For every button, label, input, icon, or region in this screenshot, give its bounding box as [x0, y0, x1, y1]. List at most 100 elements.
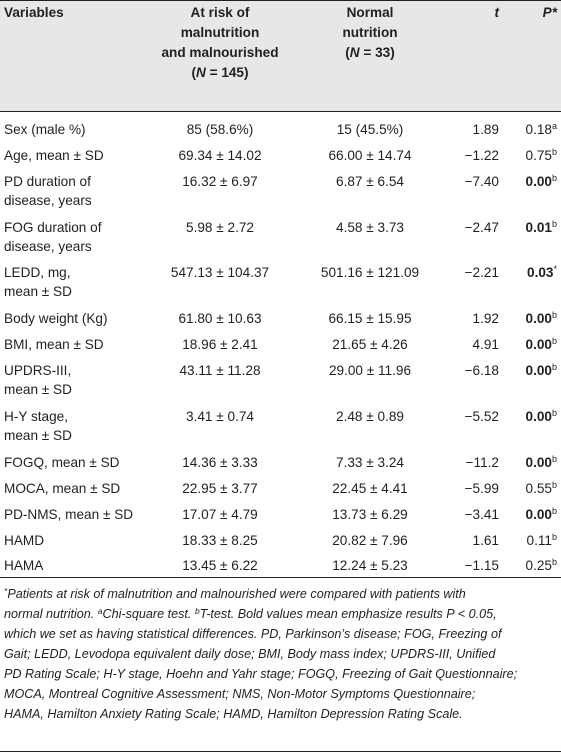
cell-risk-value: 5.98 ± 2.72 — [186, 220, 254, 235]
cell-t-value: −2.21 — [464, 265, 499, 280]
footnote-line: Gait; LEDD, Levodopa equivalent daily do… — [4, 647, 496, 661]
cell-risk-value: 14.36 ± 3.33 — [182, 455, 258, 470]
footnote-line: HAMA, Hamilton Anxiety Rating Scale; HAM… — [4, 707, 463, 721]
cell-t-value: −5.99 — [464, 481, 499, 496]
cell-normal-value: 22.45 ± 4.41 — [332, 481, 408, 496]
cell-t-value: −1.22 — [464, 148, 499, 163]
cell-t-value: 1.61 — [472, 533, 499, 548]
cell-p-value: 0.00b — [504, 453, 557, 472]
p-value-footnote-mark: * — [553, 264, 557, 274]
cell-risk-value: 61.80 ± 10.63 — [178, 311, 262, 326]
cell-t-value: −7.40 — [464, 174, 499, 189]
p-value-number: 0.00 — [525, 363, 552, 378]
footnote-line: which we set as having statistical diffe… — [4, 627, 502, 641]
p-value-footnote-mark: b — [551, 147, 557, 157]
p-value-number: 0.11 — [526, 533, 552, 548]
p-value-footnote-mark: b — [551, 557, 557, 567]
row-label-line2: mean ± SD — [4, 382, 72, 397]
row-label: FOG duration of — [4, 220, 102, 235]
p-value-footnote-mark: a — [551, 121, 557, 131]
cell-t-value: −11.2 — [465, 455, 499, 470]
cell-t-value: 4.91 — [472, 337, 499, 352]
cell-normal-value: 21.65 ± 4.26 — [332, 337, 408, 352]
row-label: HAMA — [4, 558, 44, 573]
header-risk-line2: malnutrition — [180, 25, 260, 40]
cell-p-value: 0.11b — [504, 531, 557, 550]
cell-risk-value: 18.96 ± 2.41 — [182, 337, 258, 352]
cell-risk-value: 22.95 ± 3.77 — [182, 481, 258, 496]
row-label: HAMD — [4, 533, 45, 548]
cell-normal-value: 6.87 ± 6.54 — [336, 174, 404, 189]
header-risk-n: (N = 145) — [191, 65, 249, 80]
cell-normal-value: 7.33 ± 3.24 — [336, 455, 404, 470]
cell-t-value: −5.52 — [464, 409, 499, 424]
cell-p-value: 0.18a — [504, 120, 557, 139]
header-normal-line1: Normal — [346, 5, 394, 20]
table-header-background — [0, 0, 561, 111]
p-value-number: 0.01 — [525, 220, 552, 235]
footnote-line: PD Rating Scale; H-Y stage, Hoehn and Ya… — [4, 667, 518, 681]
cell-risk-value: 85 (58.6%) — [186, 122, 254, 137]
cell-p-value: 0.00b — [504, 335, 557, 354]
p-value-number: 0.00 — [525, 409, 552, 424]
cell-normal-value: 12.24 ± 5.23 — [332, 558, 408, 573]
row-label-line2: disease, years — [4, 193, 92, 208]
row-label: UPDRS-III, — [4, 363, 72, 378]
header-t: t — [494, 5, 499, 20]
cell-p-value: 0.00b — [504, 172, 557, 191]
cell-normal-value: 15 (45.5%) — [336, 122, 404, 137]
cell-p-value: 0.00b — [504, 505, 557, 524]
cell-t-value: −3.41 — [464, 507, 499, 522]
row-label: Sex (male %) — [4, 122, 86, 137]
cell-risk-value: 17.07 ± 4.79 — [182, 507, 258, 522]
cell-risk-value: 547.13 ± 104.37 — [170, 265, 270, 280]
p-value-footnote-mark: b — [551, 480, 557, 490]
p-value-footnote-mark: b — [551, 408, 557, 418]
cell-normal-value: 13.73 ± 6.29 — [332, 507, 408, 522]
row-label-line2: disease, years — [4, 239, 92, 254]
cell-p-value: 0.25b — [504, 556, 557, 575]
table-bottom-rule — [0, 577, 561, 578]
row-label: PD duration of — [4, 174, 91, 189]
cell-normal-value: 29.00 ± 11.96 — [328, 363, 412, 378]
p-value-number: 0.00 — [525, 311, 552, 326]
p-value-number: 0.00 — [525, 455, 552, 470]
cell-normal-value: 66.00 ± 14.74 — [328, 148, 412, 163]
p-value-number: 0.00 — [525, 337, 552, 352]
row-label: Body weight (Kg) — [4, 311, 108, 326]
row-label-line2: mean ± SD — [4, 284, 72, 299]
cell-risk-value: 43.11 ± 11.28 — [179, 363, 261, 378]
cell-p-value: 0.00b — [504, 309, 557, 328]
row-label: Age, mean ± SD — [4, 148, 104, 163]
table-footnote: *Patients at risk of malnutrition and ma… — [4, 584, 557, 724]
p-value-number: 0.00 — [525, 174, 552, 189]
p-value-footnote-mark: b — [551, 336, 557, 346]
cell-t-value: 1.89 — [472, 122, 499, 137]
cell-t-value: −6.18 — [464, 363, 499, 378]
cell-risk-value: 13.45 ± 6.22 — [182, 558, 258, 573]
row-label: FOGQ, mean ± SD — [4, 455, 120, 470]
cell-normal-value: 20.82 ± 7.96 — [332, 533, 408, 548]
p-value-number: 0.25 — [525, 558, 552, 573]
p-value-footnote-mark: b — [551, 362, 557, 372]
p-value-footnote-mark: b — [551, 219, 557, 229]
cell-normal-value: 4.58 ± 3.73 — [336, 220, 404, 235]
cell-p-value: 0.01b — [504, 218, 557, 237]
p-value-number: 0.18 — [525, 122, 552, 137]
header-bottom-rule — [0, 111, 561, 112]
header-normal-line2: nutrition — [342, 25, 398, 40]
cell-normal-value: 501.16 ± 121.09 — [320, 265, 420, 280]
cell-p-value: 0.55b — [504, 479, 557, 498]
p-value-number: 0.75 — [525, 148, 552, 163]
p-value-footnote-mark: b — [551, 454, 557, 464]
table-top-rule — [0, 0, 561, 1]
cell-t-value: −1.15 — [464, 558, 499, 573]
footnote-line: normal nutrition. aChi-square test. bT-t… — [4, 606, 497, 621]
cell-p-value: 0.75b — [504, 146, 557, 165]
row-label: BMI, mean ± SD — [4, 337, 104, 352]
cell-t-value: 1.92 — [472, 311, 499, 326]
footnote-line: MOCA, Montreal Cognitive Assessment; NMS… — [4, 687, 476, 701]
cell-p-value: 0.00b — [504, 407, 557, 426]
p-value-footnote-mark: b — [551, 532, 557, 542]
